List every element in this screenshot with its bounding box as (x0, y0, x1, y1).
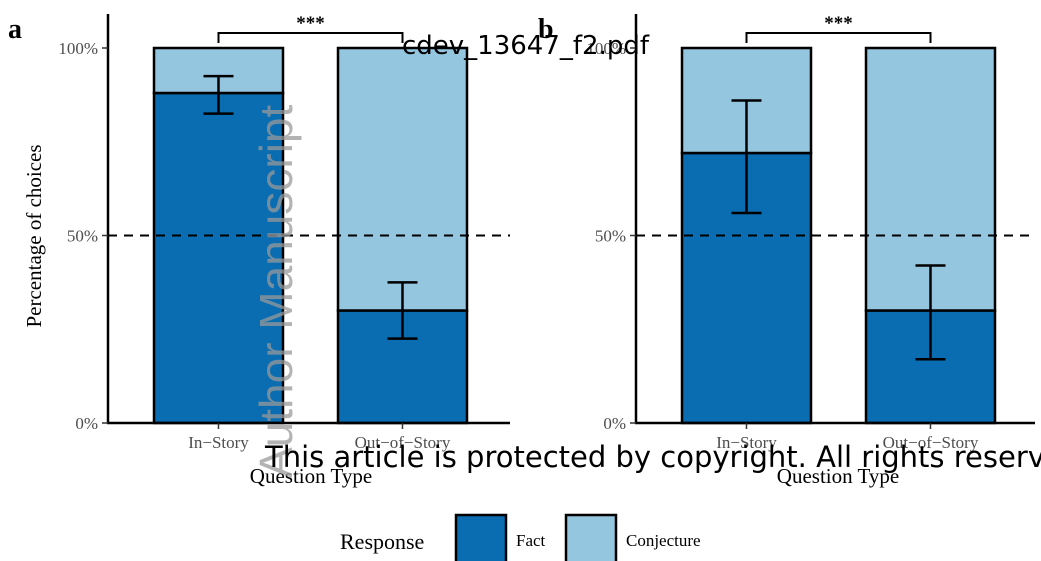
author-manuscript-watermark: Author Manuscript (250, 105, 302, 478)
error-bar (731, 99, 762, 215)
legend: Response Fact Conjecture (340, 513, 701, 561)
legend-label-fact: Fact (516, 531, 546, 550)
panel-b: b *** 0% 50% 100% In−Story Out−of−Story Questio… (538, 13, 1035, 488)
panel-tag: b (538, 14, 554, 45)
significance-bracket (745, 32, 932, 43)
x-tick-label: Out−of−Story (355, 433, 451, 452)
error-bar (203, 74, 234, 115)
y-tick-label: 100% (58, 39, 98, 58)
error-bar (387, 281, 418, 340)
y-tick-label: 50% (67, 227, 98, 246)
legend-swatch-conjecture (564, 513, 618, 561)
y-tick-label: 0% (603, 414, 626, 433)
copyright-watermark: This article is protected by copyright. … (264, 440, 1041, 474)
legend-title: Response (340, 529, 424, 554)
bar-fact-in-story (152, 91, 285, 425)
x-tick-label: In−Story (716, 433, 777, 452)
x-axis-title: Question Type (250, 464, 372, 488)
filename-watermark: cdev_13647_f2.pdf (402, 31, 650, 61)
significance-label: *** (296, 13, 325, 34)
y-axis-title: Percentage of choices (22, 144, 46, 327)
y-tick-label: 0% (75, 414, 98, 433)
bar-conjecture-out-of-story (336, 46, 469, 312)
significance-label: *** (824, 13, 853, 34)
legend-swatch-fact (454, 513, 508, 561)
x-tick-label: Out−of−Story (883, 433, 979, 452)
x-axis-title: Question Type (777, 464, 899, 488)
panel-a: a *** 0% 50% 100% In−Story Out−of−Story Questio… (8, 13, 510, 488)
y-tick-label: 100% (586, 39, 626, 58)
panel-tag: a (8, 14, 22, 45)
significance-bracket (217, 32, 404, 43)
y-tick-label: 50% (595, 227, 626, 246)
error-bar (915, 264, 946, 361)
x-tick-label: In−Story (188, 433, 249, 452)
legend-label-conjecture: Conjecture (626, 531, 701, 550)
